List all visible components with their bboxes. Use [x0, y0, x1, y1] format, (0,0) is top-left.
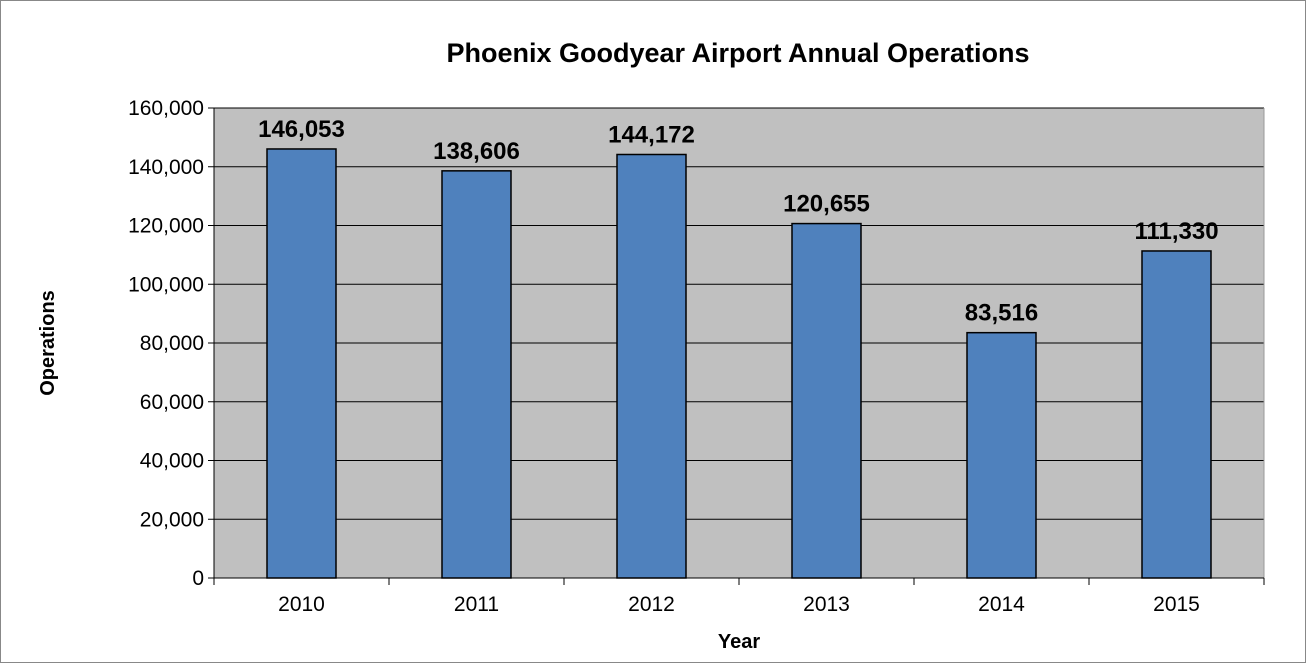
- data-label-2014: 83,516: [965, 300, 1038, 327]
- y-tick-label: 140,000: [128, 156, 204, 179]
- y-tick-label: 80,000: [140, 332, 204, 355]
- x-tick-label: 2015: [1153, 593, 1200, 616]
- bar-2015: [1141, 250, 1212, 579]
- y-tick-label: 0: [192, 567, 204, 590]
- y-tick-label: 40,000: [140, 450, 204, 473]
- chart-title: Phoenix Goodyear Airport Annual Operatio…: [446, 38, 1029, 68]
- x-tick-label: 2012: [628, 593, 675, 616]
- bar-2014: [966, 331, 1037, 579]
- data-label-2013: 120,655: [783, 191, 870, 218]
- y-tick-label: 20,000: [140, 508, 204, 531]
- gridlines: [214, 107, 1264, 579]
- bar-2010: [266, 148, 337, 579]
- bar-2012: [616, 153, 687, 579]
- y-tick-label: 120,000: [128, 215, 204, 238]
- bar-2011: [441, 170, 512, 579]
- bars: [266, 148, 1212, 579]
- data-label-2011: 138,606: [433, 138, 520, 165]
- data-labels: 146,053 138,606 144,172 120,655 83,516 111,33…: [258, 116, 1218, 327]
- y-tick-label: 60,000: [140, 391, 204, 414]
- y-tick-labels: 0 20,000 40,000 60,000 80,000 100,000 120,000 1…: [128, 97, 204, 590]
- y-axis-title: Operations: [37, 290, 59, 396]
- bar-2013: [791, 222, 862, 579]
- data-label-2010: 146,053: [258, 116, 345, 143]
- data-label-2012: 144,172: [608, 121, 695, 148]
- x-tick-labels: 2010 2011 2012 2013 2014 2015: [278, 593, 1200, 616]
- y-tick-label: 100,000: [128, 273, 204, 296]
- x-axis-title: Year: [718, 631, 760, 653]
- y-tick-label: 160,000: [128, 97, 204, 120]
- x-tick-label: 2013: [803, 593, 850, 616]
- x-tick-label: 2014: [978, 593, 1025, 616]
- axes: [208, 107, 1265, 585]
- data-label-2015: 111,330: [1134, 218, 1218, 245]
- x-tick-label: 2010: [278, 593, 325, 616]
- x-tick-label: 2011: [454, 593, 499, 616]
